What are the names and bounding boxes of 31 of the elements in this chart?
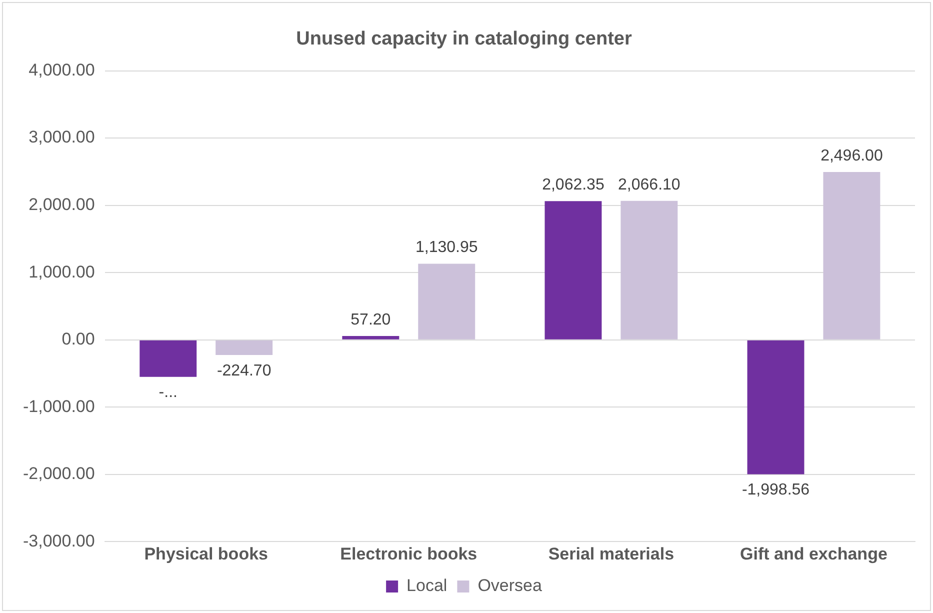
bar xyxy=(418,264,476,340)
data-label: 2,066.10 xyxy=(618,176,680,194)
data-label: 1,130.95 xyxy=(415,239,478,256)
y-tick-label: -2,000.00 xyxy=(22,464,95,484)
bar xyxy=(823,172,880,340)
data-label: 2,062.35 xyxy=(542,176,604,194)
data-label: 2,496.00 xyxy=(820,147,883,164)
y-tick-label: -3,000.00 xyxy=(22,531,95,550)
y-tick-label: 4,000.00 xyxy=(28,60,95,80)
y-tick-label: 1,000.00 xyxy=(28,262,95,282)
chart-title: Unused capacity in cataloging center xyxy=(296,28,632,50)
legend-label: Local xyxy=(406,576,448,596)
data-label: 57.20 xyxy=(350,311,391,328)
bar xyxy=(216,340,273,355)
bar xyxy=(140,340,197,377)
x-tick-label: Serial materials xyxy=(548,544,674,564)
bar xyxy=(747,340,804,474)
data-label: -224.70 xyxy=(216,362,272,380)
y-tick-label: -1,000.00 xyxy=(22,396,95,416)
data-label: -1,998.56 xyxy=(742,482,810,499)
bar xyxy=(620,200,678,340)
y-tick-label: 0.00 xyxy=(62,330,95,349)
bar xyxy=(342,336,400,340)
legend-label: Oversea xyxy=(478,576,542,596)
x-tick-label: Gift and exchange xyxy=(740,544,888,564)
y-tick-label: 3,000.00 xyxy=(28,128,95,147)
data-label: -... xyxy=(158,384,178,402)
x-tick-label: Physical books xyxy=(144,544,268,564)
bar xyxy=(544,201,602,340)
y-tick-label: 2,000.00 xyxy=(28,195,95,214)
x-tick-label: Electronic books xyxy=(340,544,478,564)
